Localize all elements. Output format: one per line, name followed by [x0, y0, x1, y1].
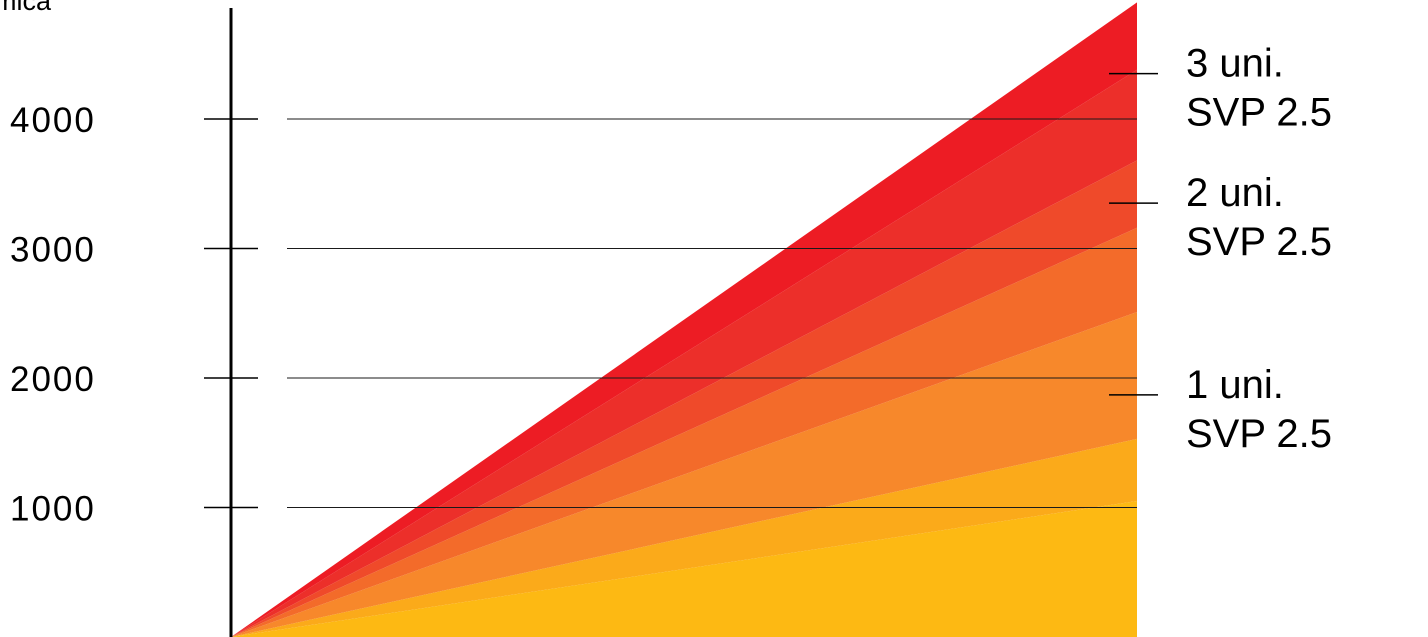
annotation-label-units: 3 uni. — [1186, 42, 1284, 86]
y-axis-title: ermica — [0, 0, 52, 16]
annotation-label-units: 1 uni. — [1186, 363, 1284, 407]
area-layers — [231, 2, 1137, 637]
y-axis: 1000 2000 3000 4000 — [10, 8, 258, 637]
area-layer-7 — [231, 2, 1137, 637]
y-tick-label: 1000 — [10, 490, 96, 529]
y-tick-label: 3000 — [10, 231, 96, 270]
annotation-label-model: SVP 2.5 — [1186, 91, 1332, 135]
annotation-label-model: SVP 2.5 — [1186, 412, 1332, 456]
annotations: 3 uni. SVP 2.5 2 uni. SVP 2.5 1 uni. SVP 2.5 — [1109, 42, 1332, 456]
annotation-label-model: SVP 2.5 — [1186, 220, 1332, 264]
gridlines — [287, 118, 1137, 508]
y-tick-label: 4000 — [10, 101, 96, 140]
y-tick-label: 2000 — [10, 360, 96, 399]
area-layer-2 — [231, 438, 1137, 637]
annotation-label-units: 2 uni. — [1186, 171, 1284, 215]
